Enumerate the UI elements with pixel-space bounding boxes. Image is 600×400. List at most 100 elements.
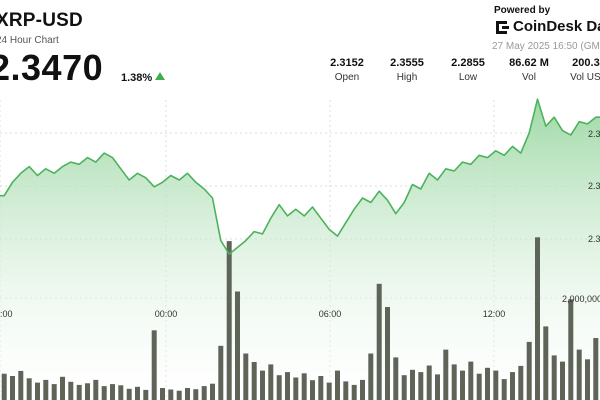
stat-low-value: 2.2855 xyxy=(451,57,485,69)
pair-title: XRP-USD xyxy=(0,10,83,31)
volume-bar xyxy=(193,389,199,400)
volume-tick-label: 2,000,000 xyxy=(562,294,600,304)
volume-bar xyxy=(393,357,399,400)
volume-bar xyxy=(501,379,507,400)
volume-bar xyxy=(143,389,149,400)
volume-bar xyxy=(176,390,182,400)
x-tick-label: 12:00 xyxy=(483,309,506,319)
volume-bar xyxy=(435,374,440,400)
volume-bar xyxy=(185,388,190,400)
volume-bar xyxy=(243,353,249,400)
volume-bar xyxy=(360,379,365,400)
volume-bar xyxy=(293,377,299,400)
volume-bar xyxy=(510,372,515,400)
y-tick-label: 2.3 xyxy=(588,181,600,191)
stat-volusd-label: Vol USD xyxy=(570,72,600,83)
stat-open-value: 2.3152 xyxy=(330,57,364,69)
volume-bar xyxy=(118,385,124,400)
volume-bar xyxy=(235,291,240,400)
volume-bar xyxy=(451,364,457,400)
volume-bar xyxy=(518,365,524,400)
volume-bar xyxy=(60,376,65,400)
volume-bar xyxy=(543,326,549,400)
volume-bar xyxy=(485,367,490,400)
volume-bar xyxy=(151,330,157,400)
volume-bar xyxy=(218,345,224,400)
volume-bar xyxy=(443,349,449,400)
volume-bar xyxy=(251,362,257,400)
stat-volusd-value: 200.34 xyxy=(572,57,600,69)
volume-bar xyxy=(43,379,49,400)
volume-bars xyxy=(1,237,599,400)
x-tick-label: 18:00 xyxy=(0,309,13,319)
volume-bar xyxy=(576,349,582,400)
volume-bar xyxy=(310,380,315,400)
volume-bar xyxy=(593,338,599,400)
volume-bar xyxy=(285,372,290,400)
brand-name: CoinDesk Data xyxy=(513,18,600,35)
price-line xyxy=(0,98,600,255)
x-tick-label: 06:00 xyxy=(319,309,342,319)
stat-high-label: High xyxy=(396,72,418,83)
volume-bar xyxy=(468,361,474,400)
stat-vol-label: Vol xyxy=(522,72,536,83)
volume-bar xyxy=(18,370,24,400)
volume-bar xyxy=(201,386,207,400)
volume-bar xyxy=(1,373,7,400)
volume-bar xyxy=(76,384,82,400)
volume-bar xyxy=(51,384,57,400)
stat-low-label: Low xyxy=(458,72,478,83)
volume-bar xyxy=(551,355,557,400)
volume-bar xyxy=(35,382,40,400)
price-area xyxy=(0,99,600,400)
volume-bar xyxy=(401,375,407,400)
coindesk-logo-icon xyxy=(496,21,509,34)
timestamp: 27 May 2025 16:50 (GMT xyxy=(492,41,600,52)
volume-bar xyxy=(426,365,432,400)
volume-bar xyxy=(326,382,332,400)
price-change: 1.38% xyxy=(121,72,153,84)
volume-bar xyxy=(210,383,215,400)
volume-bar xyxy=(476,373,482,400)
volume-bar xyxy=(93,379,99,400)
volume-bar xyxy=(101,386,107,400)
volume-bar xyxy=(68,381,74,400)
powered-by-label: Powered by xyxy=(494,5,551,16)
volume-bar xyxy=(526,341,532,400)
volume-bar xyxy=(351,384,357,400)
volume-bar xyxy=(260,370,265,400)
volume-bar xyxy=(26,378,32,400)
axis-labels: 18:00 00:00 06:00 12:00 2.3 2.3 2.3 2,000,000 xyxy=(0,129,600,319)
stat-high-value: 2.3555 xyxy=(390,57,424,69)
chart-subtitle: 24 Hour Chart xyxy=(0,35,59,46)
volume-bar xyxy=(410,369,415,400)
current-price: 2.3470 xyxy=(0,47,104,88)
up-arrow-icon xyxy=(155,72,165,80)
volume-bar xyxy=(368,353,374,400)
volume-bar xyxy=(376,283,382,400)
volume-bar xyxy=(85,383,90,400)
volume-bar xyxy=(276,375,282,400)
volume-bar xyxy=(135,386,140,400)
volume-bar xyxy=(318,376,324,400)
volume-bar xyxy=(385,307,390,400)
volume-bar xyxy=(585,359,590,400)
volume-bar xyxy=(460,370,465,400)
volume-bar xyxy=(335,370,340,400)
volume-bar xyxy=(168,389,174,400)
volume-bar xyxy=(126,388,132,400)
volume-bar xyxy=(343,381,349,400)
y-tick-label: 2.3 xyxy=(588,129,600,139)
volume-bar xyxy=(110,384,115,400)
volume-bar xyxy=(493,370,499,400)
volume-bar xyxy=(560,361,565,400)
volume-bar xyxy=(535,237,540,400)
volume-bar xyxy=(268,364,274,400)
volume-bar xyxy=(160,388,165,400)
x-tick-label: 00:00 xyxy=(155,309,178,319)
volume-bar xyxy=(301,373,307,400)
volume-bar xyxy=(418,372,424,400)
volume-bar xyxy=(10,376,15,400)
volume-bar xyxy=(568,299,574,400)
